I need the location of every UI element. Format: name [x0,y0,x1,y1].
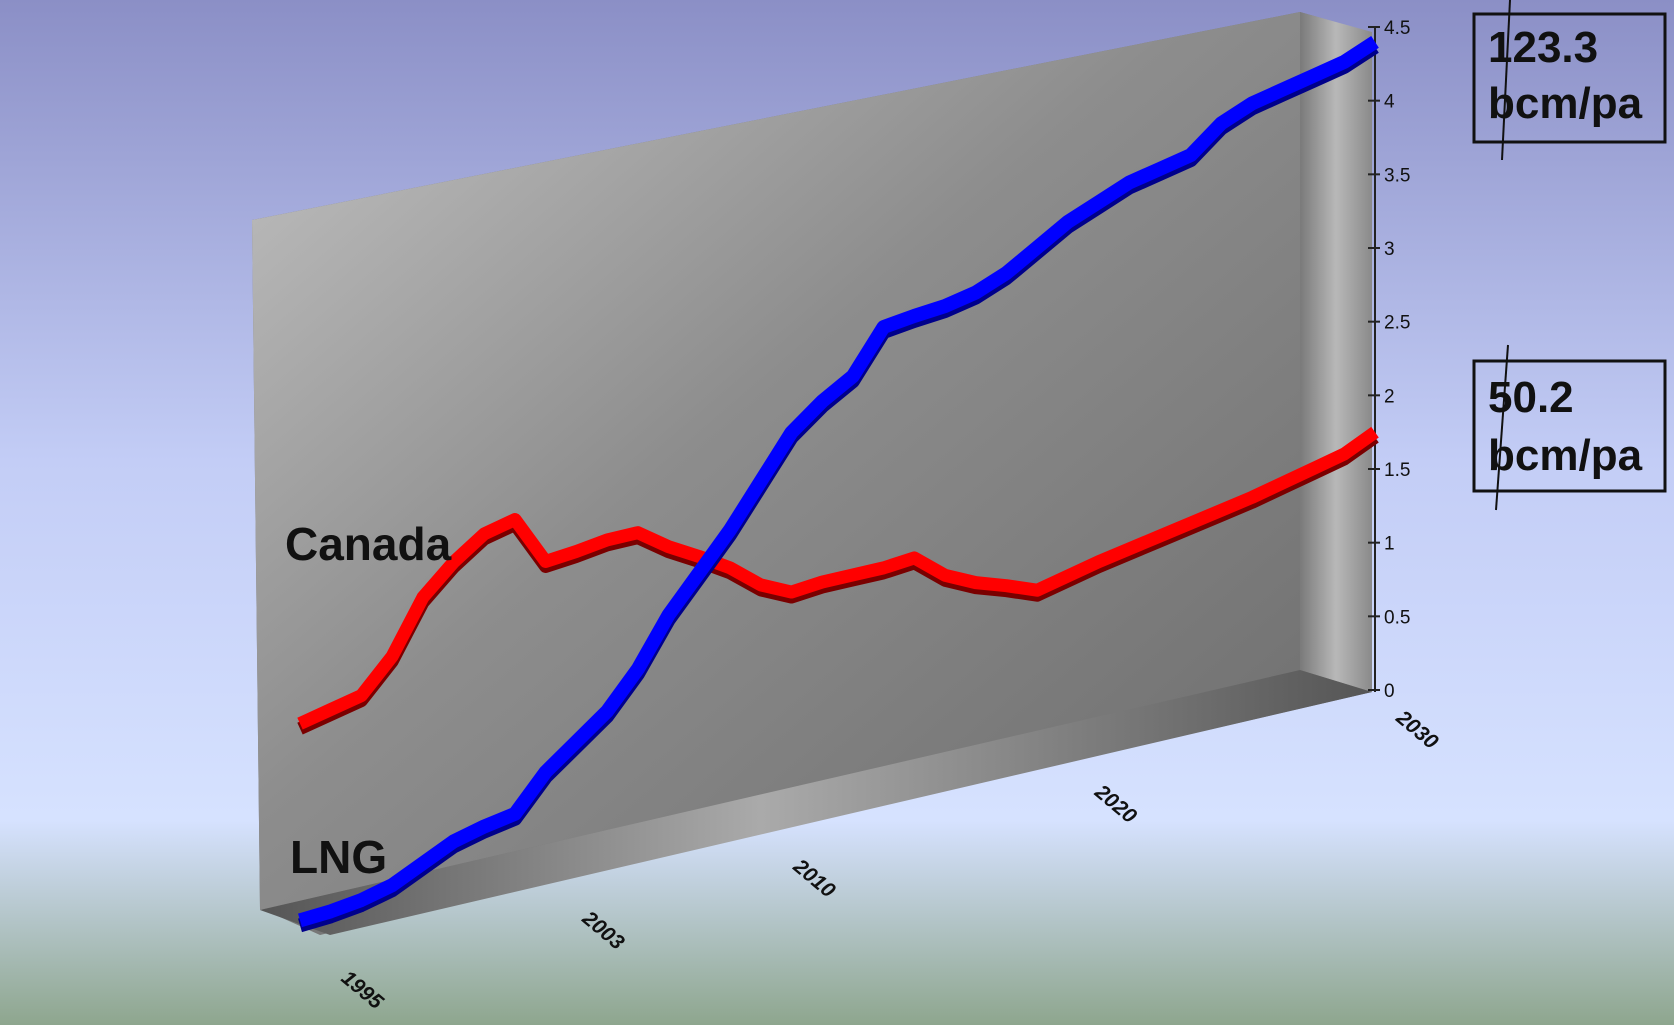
y-tick-label: 3 [1384,239,1395,260]
callout-lng-total: 123.3 bcm/pa [1472,0,1667,161]
callout-value: 123.3 [1488,23,1598,72]
callout-value: 50.2 [1488,373,1574,422]
series-canada-line [297,426,1379,730]
callout-box [1472,359,1667,493]
callout-box [1472,12,1667,144]
callout-unit: bcm/pa [1488,79,1643,128]
y-tick-label: 3.5 [1384,165,1410,186]
series-label-lng: LNG [290,831,387,883]
plot-plate-floor [260,670,1372,935]
callout-pointer [1501,0,1511,161]
y-tick-label: 4.5 [1384,18,1410,39]
y-tick-label: 4 [1384,92,1395,113]
series-lng-line [298,36,1379,928]
y-tick-label: 0 [1384,681,1395,702]
callout-pointer [1495,344,1509,511]
y-tick-label: 2 [1384,386,1395,407]
series-label-canada: Canada [285,518,452,570]
y-tick-label: 0.5 [1384,607,1410,628]
y-tick-label: 1.5 [1384,460,1410,481]
series-layer [297,36,1379,933]
plot-plate-side [1300,12,1372,692]
callout-canada-total: 50.2 bcm/pa [1472,344,1667,511]
callout-unit: bcm/pa [1488,431,1643,480]
y-axis: 0 0.5 1 1.5 2 2.5 3 3.5 4 4.5 [1368,18,1410,702]
y-tick-label: 2.5 [1384,313,1410,334]
y-tick-label: 1 [1384,534,1395,555]
